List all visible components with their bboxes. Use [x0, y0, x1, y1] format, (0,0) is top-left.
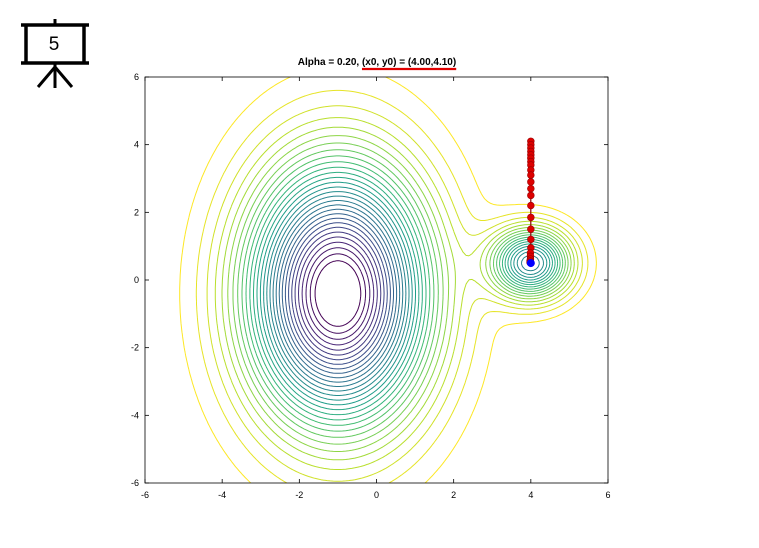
x-tick-label: -4 [218, 490, 226, 500]
descent-path [526, 137, 535, 268]
contour-level [206, 105, 583, 482]
contour-level [275, 204, 401, 383]
contour-level [291, 226, 385, 361]
presentation-board-icon [21, 19, 89, 88]
path-point [527, 213, 535, 222]
y-tick-label: -2 [131, 343, 139, 353]
contour-level [259, 181, 551, 406]
contour-level [214, 117, 579, 470]
y-tick-label: 6 [134, 72, 139, 82]
contour-level [278, 208, 398, 379]
contour-level [314, 260, 362, 327]
contour-level [241, 155, 564, 432]
x-tick-label: 6 [605, 490, 610, 500]
contour-level [195, 89, 589, 483]
x-tick-label: 4 [528, 490, 533, 500]
path-point [527, 178, 535, 186]
path-point [527, 201, 535, 210]
x-tick-label: -6 [141, 490, 149, 500]
slide-number-badge: 5 [18, 18, 92, 90]
contour-level [266, 191, 544, 396]
contour-level [232, 142, 569, 445]
slide-number: 5 [48, 34, 60, 55]
path-point [527, 225, 535, 233]
contour-level [294, 231, 382, 356]
path-point [527, 191, 535, 200]
x-tick-label: 2 [451, 490, 456, 500]
path-point [527, 171, 535, 179]
contour-level [309, 253, 367, 334]
x-tick-label: 0 [374, 490, 379, 500]
chart-title: Alpha = 0.20, (x0, y0) = (4.00,4.10) [298, 57, 456, 68]
minimum-marker [526, 259, 535, 268]
contour-level [263, 186, 548, 401]
contour-level [301, 241, 375, 346]
contour-level [298, 236, 378, 351]
axis-ticks: -6 -4 -2 0 2 4 6 -6 -4 -2 0 2 4 6 [131, 72, 611, 500]
path-point [527, 235, 535, 244]
contour-level [305, 247, 371, 340]
contour-level [179, 77, 597, 483]
contour-lines [179, 77, 597, 483]
y-tick-label: -4 [131, 410, 139, 420]
y-tick-label: 2 [134, 207, 139, 217]
contour-level [227, 135, 572, 452]
contour-level [284, 217, 391, 370]
contour-level [237, 149, 566, 438]
contour-level [288, 222, 388, 365]
y-tick-label: 0 [134, 275, 139, 285]
x-tick-label: -2 [295, 490, 303, 500]
path-point [527, 184, 535, 193]
contour-level [269, 195, 540, 392]
contour-level [281, 213, 394, 374]
contour-level [253, 171, 556, 416]
contour-level [256, 176, 553, 411]
y-tick-label: -6 [131, 478, 139, 488]
contour-level [245, 161, 561, 426]
contour-level [249, 166, 559, 421]
contour-level [221, 126, 575, 461]
contour-level [272, 200, 404, 387]
y-tick-label: 4 [134, 140, 139, 150]
